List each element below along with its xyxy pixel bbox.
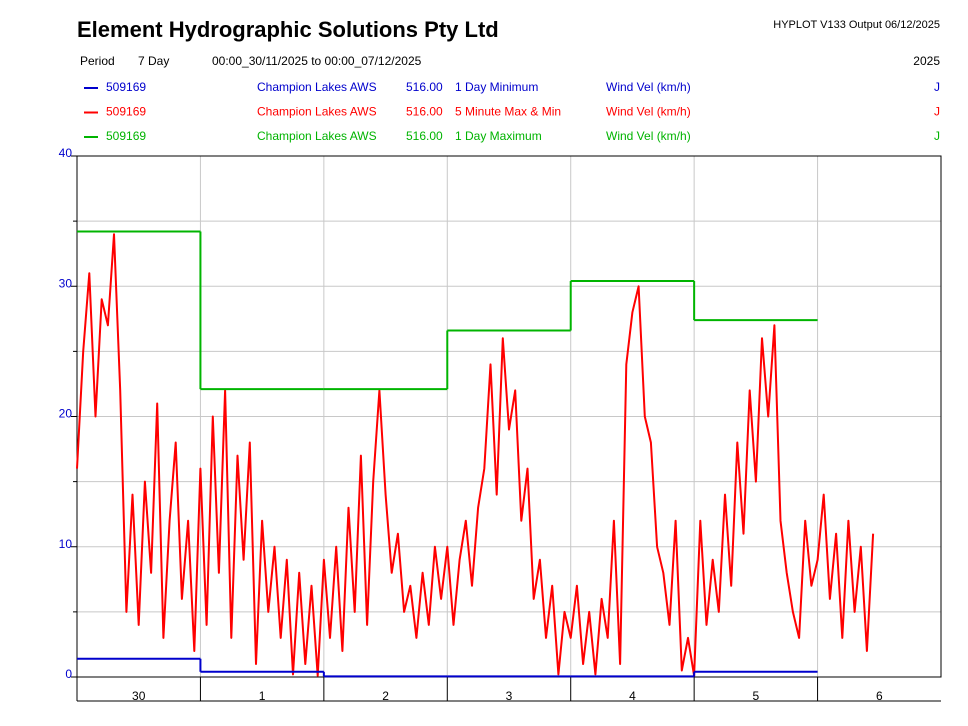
legend-site: Champion Lakes AWS <box>257 129 377 143</box>
legend-flag: J <box>934 80 940 94</box>
legend-unit: Wind Vel (km/h) <box>606 129 691 143</box>
legend-site: Champion Lakes AWS <box>257 80 377 94</box>
legend-varnum: 516.00 <box>406 105 443 119</box>
legend-name: 5 Minute Max & Min <box>455 105 561 119</box>
x-tick-label: 1 <box>259 689 266 703</box>
version: HYPLOT V133 Output 06/12/2025 <box>773 19 940 31</box>
period: 7 Day <box>138 54 169 68</box>
x-tick-label: 4 <box>629 689 636 703</box>
y-tick-label: 10 <box>59 537 73 551</box>
legend-unit: Wind Vel (km/h) <box>606 105 691 119</box>
legend-station: 509169 <box>106 129 146 143</box>
y-tick-label: 40 <box>59 146 73 160</box>
x-tick-label: 30 <box>132 689 146 703</box>
legend-station: 509169 <box>106 80 146 94</box>
series-line <box>76 233 875 677</box>
x-tick-label: 3 <box>506 689 513 703</box>
x-tick-label: 5 <box>753 689 760 703</box>
legend-station: 509169 <box>106 105 146 119</box>
range: 00:00_30/11/2025 to 00:00_07/12/2025 <box>212 54 422 68</box>
period-label: Period <box>80 54 115 68</box>
legend-name: 1 Day Maximum <box>455 129 542 143</box>
x-tick-label: 2 <box>382 689 389 703</box>
y-tick-label: 0 <box>65 667 72 681</box>
x-tick-label: 6 <box>876 689 883 703</box>
title: Element Hydrographic Solutions Pty Ltd <box>77 17 499 42</box>
y-tick-label: 30 <box>59 276 73 290</box>
legend-flag: J <box>934 105 940 119</box>
y-tick-label: 20 <box>59 407 73 421</box>
legend-varnum: 516.00 <box>406 80 443 94</box>
legend-varnum: 516.00 <box>406 129 443 143</box>
legend-site: Champion Lakes AWS <box>257 105 377 119</box>
legend-unit: Wind Vel (km/h) <box>606 80 691 94</box>
legend-flag: J <box>934 129 940 143</box>
legend-name: 1 Day Minimum <box>455 80 538 94</box>
year: 2025 <box>913 54 940 68</box>
